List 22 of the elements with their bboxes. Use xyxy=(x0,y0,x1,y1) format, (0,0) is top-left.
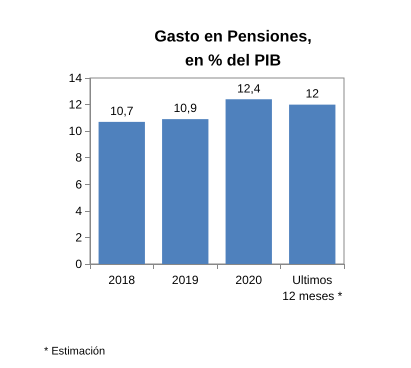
y-tick-label: 2 xyxy=(75,230,82,244)
data-label: 12,4 xyxy=(237,81,261,96)
bar xyxy=(98,122,145,264)
y-tick-label: 6 xyxy=(75,177,82,192)
x-tick-label: Ultimos 12 meses * xyxy=(282,273,343,303)
y-tick-label: 4 xyxy=(75,204,82,218)
data-label: 12 xyxy=(306,86,320,101)
y-tick-label: 8 xyxy=(75,150,82,165)
y-tick-label: 0 xyxy=(75,257,82,271)
data-label: 10,7 xyxy=(110,104,134,118)
bar xyxy=(289,104,336,264)
x-tick-label: 2019 xyxy=(172,273,199,287)
y-tick-label: 10 xyxy=(68,124,82,138)
x-tick-label: 2018 xyxy=(108,273,136,287)
text: * Estimación xyxy=(44,346,106,358)
bar xyxy=(162,119,208,264)
x-tick-label: 2020 xyxy=(235,273,262,287)
y-tick-label: 14 xyxy=(68,71,82,85)
bar xyxy=(226,99,272,264)
chart-title: Gasto en Pensiones, en % del PIB xyxy=(154,28,312,70)
data-label: 10,9 xyxy=(174,101,198,116)
y-tick-label: 12 xyxy=(68,98,82,112)
